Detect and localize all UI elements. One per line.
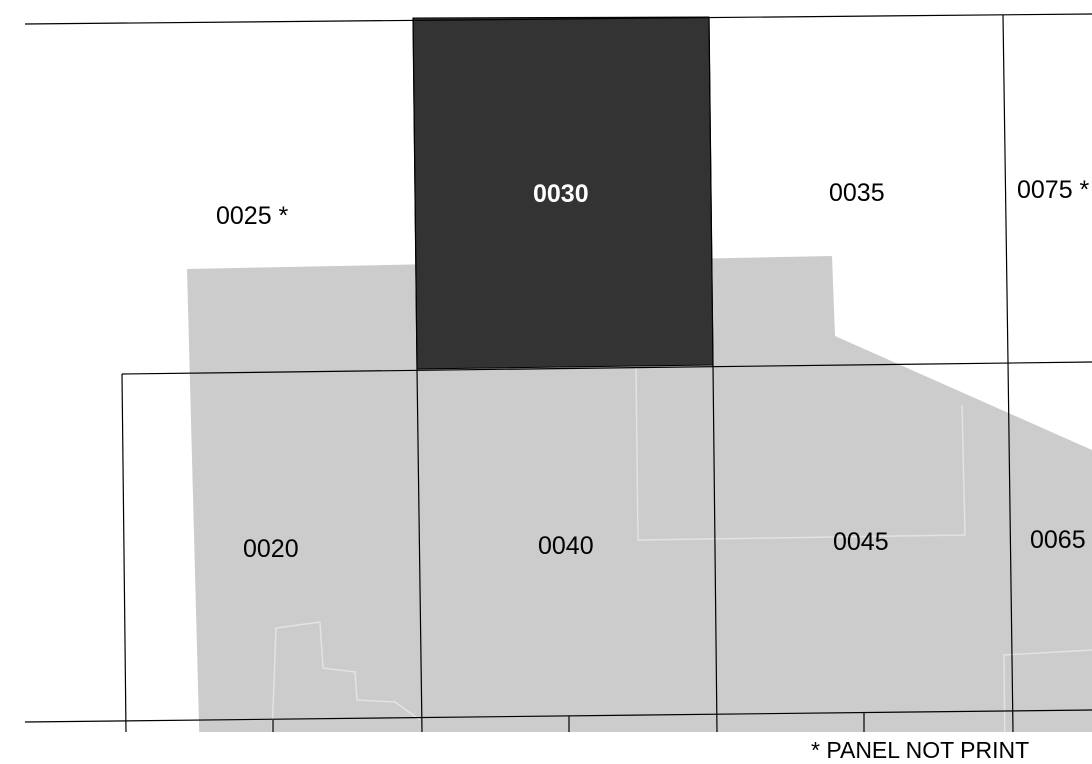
internal-boundaries [270, 367, 1092, 762]
panel-label-0020[interactable]: 0020 [243, 535, 299, 563]
map-bottom-margin [0, 732, 1092, 762]
panel-grid-lines [24, 13, 1092, 733]
shaded-community-area [187, 256, 1092, 762]
panel-label-0065[interactable]: 0065 [1030, 526, 1086, 554]
panel-label-0040[interactable]: 0040 [538, 532, 594, 560]
panel-not-printed-note: * PANEL NOT PRINT [811, 737, 1030, 763]
panel-label-0045[interactable]: 0045 [833, 528, 889, 556]
panel-label-0035[interactable]: 0035 [829, 179, 885, 207]
panel-label-0075[interactable]: 0075 * [1017, 176, 1090, 204]
panel-label-0025[interactable]: 0025 * [216, 202, 289, 230]
panel-label-0030[interactable]: 0030 [533, 180, 589, 208]
